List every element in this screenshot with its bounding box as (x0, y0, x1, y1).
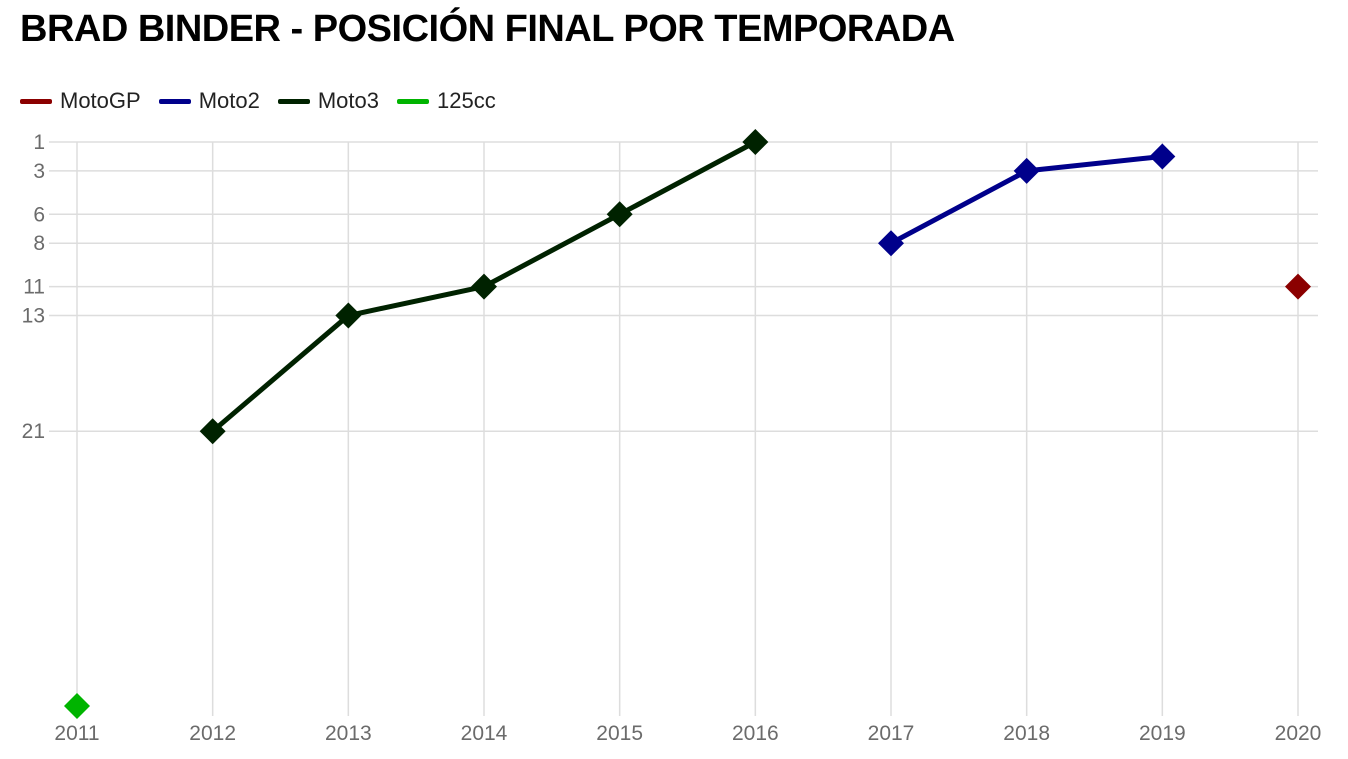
legend-swatch-moto2 (158, 98, 191, 104)
x-tick-label-2012: 2012 (189, 722, 236, 745)
y-tick-label-8: 8 (33, 232, 45, 255)
point-moto2-2018[interactable] (1013, 157, 1040, 184)
chart-title: BRAD BINDER - POSICIÓN FINAL POR TEMPORA… (20, 8, 955, 50)
x-tick-label-2017: 2017 (868, 722, 915, 745)
point-moto3-2013[interactable] (335, 302, 362, 329)
legend-swatch-125cc (397, 98, 430, 104)
point-moto3-2014[interactable] (471, 273, 497, 300)
point-motogp-2020[interactable] (1285, 273, 1311, 300)
x-tick-label-2011: 2011 (54, 722, 99, 745)
y-tick-label-21: 21 (22, 420, 45, 443)
y-tick-label-1: 1 (33, 131, 45, 154)
y-tick-label-13: 13 (22, 305, 45, 328)
point-moto3-2016[interactable] (742, 129, 769, 155)
axis-labels: 2011 2012 2013 2014 2015 2016 2017 2018 2019 2020… (22, 131, 1322, 745)
legend-label-125cc: 125cc (437, 88, 496, 113)
y-tick-label-6: 6 (33, 203, 45, 226)
legend-label-motogp: MotoGP (60, 88, 141, 113)
legend-item-125cc[interactable]: 125cc (397, 88, 496, 114)
x-tick-label-2020: 2020 (1275, 722, 1322, 745)
legend-label-moto3: Moto3 (317, 88, 380, 113)
grid-layer (49, 141, 1318, 716)
point-moto2-2017[interactable] (878, 230, 904, 257)
legend-item-moto2[interactable]: Moto2 (158, 88, 260, 114)
legend-swatch-motogp (20, 98, 52, 104)
chart-legend: MotoGP Moto2 Moto3 125cc (20, 88, 514, 114)
point-moto3-2015[interactable] (606, 201, 633, 228)
legend-item-moto3[interactable]: Moto3 (277, 88, 380, 114)
x-tick-label-2014: 2014 (461, 722, 508, 745)
legend-label-moto2: Moto2 (198, 88, 260, 113)
point-125cc-2011[interactable] (64, 693, 90, 719)
y-tick-label-11: 11 (23, 276, 45, 299)
point-moto2-2019[interactable] (1149, 143, 1176, 170)
x-tick-label-2013: 2013 (325, 722, 372, 745)
x-tick-label-2016: 2016 (732, 722, 779, 745)
y-tick-label-3: 3 (33, 160, 45, 183)
point-moto3-2012[interactable] (199, 418, 226, 445)
x-tick-label-2018: 2018 (1003, 722, 1050, 745)
legend-item-motogp[interactable]: MotoGP (20, 88, 141, 114)
x-tick-label-2015: 2015 (596, 722, 643, 745)
x-tick-label-2019: 2019 (1139, 722, 1186, 745)
legend-swatch-moto3 (277, 98, 310, 104)
series-markers (64, 129, 1311, 719)
